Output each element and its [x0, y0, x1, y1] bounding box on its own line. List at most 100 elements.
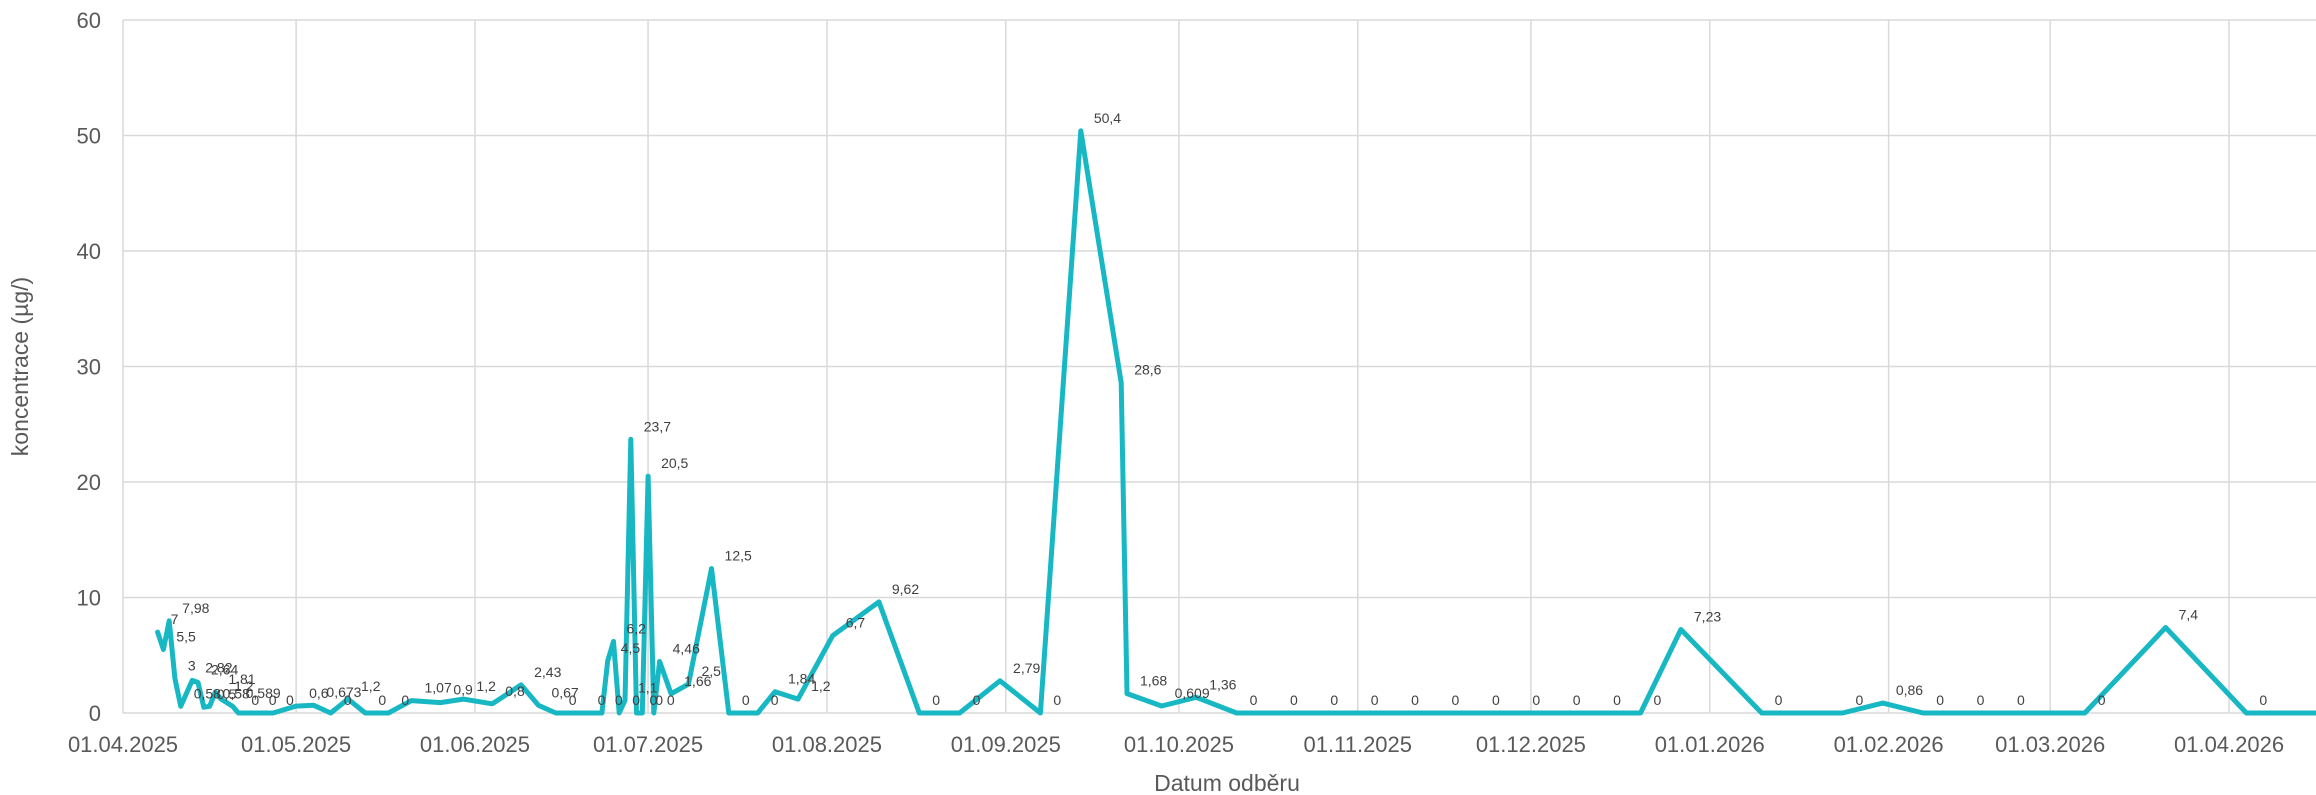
data-label: 1,2	[476, 678, 496, 694]
data-label: 2,43	[534, 664, 561, 680]
data-label: 0	[1613, 692, 1621, 708]
data-label: 0,8	[505, 683, 525, 699]
data-label: 0,6	[309, 685, 329, 701]
data-label: 0	[1452, 692, 1460, 708]
data-label: 1,2	[811, 678, 831, 694]
data-label: 1,2	[234, 678, 254, 694]
y-tick-label: 50	[77, 124, 101, 149]
data-label: 0,673	[326, 684, 361, 700]
x-tick-label: 01.07.2025	[593, 732, 703, 757]
data-label: 0	[615, 692, 623, 708]
series-layer	[155, 128, 2316, 716]
data-label: 50,4	[1094, 110, 1121, 126]
data-label: 0	[1290, 692, 1298, 708]
data-label: 0	[1250, 692, 1258, 708]
data-label: 0,58	[223, 685, 250, 701]
data-label: 0	[569, 692, 577, 708]
data-label: 0	[632, 692, 640, 708]
x-tick-label: 01.06.2025	[420, 732, 530, 757]
data-label: 20,5	[661, 455, 688, 471]
data-label: 0	[344, 692, 352, 708]
data-label: 2,5	[701, 663, 721, 679]
y-tick-label: 20	[77, 470, 101, 495]
data-label: 0,9	[453, 682, 473, 698]
data-label: 0	[2259, 692, 2267, 708]
x-tick-label: 01.04.2025	[68, 732, 178, 757]
data-label: 6,2	[626, 620, 646, 636]
data-label: 0,58	[194, 685, 221, 701]
data-label: 3	[188, 657, 196, 673]
data-label: 0	[1532, 692, 1540, 708]
y-tick-label: 10	[77, 586, 101, 611]
data-label: 7,23	[1694, 608, 1721, 624]
data-label: 0	[401, 692, 409, 708]
y-axis-ticks: 0 10 20 30 40 50 60	[77, 8, 101, 726]
data-label: 0	[655, 692, 663, 708]
data-label: 1,07	[425, 680, 452, 696]
data-label: 1,66	[684, 673, 711, 689]
x-tick-label: 01.12.2025	[1476, 732, 1586, 757]
y-tick-label: 0	[89, 701, 101, 726]
data-label: 0	[251, 692, 259, 708]
data-label: 12,5	[725, 548, 752, 564]
x-tick-label: 01.04.2026	[2174, 732, 2284, 757]
data-label: 7,98	[182, 600, 209, 616]
data-label: 0,5	[217, 686, 237, 702]
data-label: 0	[2017, 692, 2025, 708]
data-labels: 75,57,9830,582,822,640,50,581,811,20,589…	[171, 110, 2268, 708]
data-label: 0	[932, 692, 940, 708]
data-label: 1,84	[788, 671, 815, 687]
x-tick-label: 01.05.2025	[241, 732, 351, 757]
data-label: 1,68	[1140, 673, 1167, 689]
data-label: 28,6	[1134, 362, 1161, 378]
series-line	[155, 128, 2316, 716]
data-label: 0	[771, 692, 779, 708]
data-label: 0	[973, 692, 981, 708]
x-tick-label: 01.01.2026	[1655, 732, 1765, 757]
data-label: 1,1	[638, 679, 658, 695]
data-label: 7	[171, 611, 179, 627]
data-label: 6,7	[846, 615, 866, 631]
x-tick-label: 01.08.2025	[772, 732, 882, 757]
data-label: 0	[1936, 692, 1944, 708]
data-label: 0	[742, 692, 750, 708]
data-label: 0	[1371, 692, 1379, 708]
data-label: 0	[1977, 692, 1985, 708]
data-label: 7,4	[2179, 607, 2199, 623]
data-label: 0	[1330, 692, 1338, 708]
x-tick-label: 01.11.2025	[1304, 732, 1412, 757]
data-label: 0,86	[1896, 682, 1923, 698]
data-label: 2,64	[211, 662, 238, 678]
data-label: 2,82	[205, 659, 232, 675]
x-tick-label: 01.09.2025	[951, 732, 1061, 757]
data-label: 1,36	[1209, 676, 1236, 692]
data-label: 0,67	[551, 684, 578, 700]
grid	[122, 19, 2316, 714]
data-label: 0	[1573, 692, 1581, 708]
y-tick-label: 60	[77, 8, 101, 33]
data-label: 0	[1411, 692, 1419, 708]
data-label: 0	[1855, 692, 1863, 708]
x-tick-label: 01.10.2025	[1124, 732, 1234, 757]
data-label: 2,79	[1013, 660, 1040, 676]
x-axis-title: Datum odběru	[1154, 770, 1300, 795]
x-tick-label: 01.03.2026	[1995, 732, 2105, 757]
data-label: 1,2	[361, 678, 381, 694]
x-axis-ticks: 01.04.2025 01.05.2025 01.06.2025 01.07.2025…	[68, 732, 2284, 757]
data-label: 0	[269, 692, 277, 708]
data-label: 0	[667, 692, 675, 708]
data-label: 1,81	[228, 671, 255, 687]
data-label: 0	[650, 692, 658, 708]
data-label: 0	[2098, 692, 2106, 708]
data-label: 4,5	[621, 640, 641, 656]
data-label: 23,7	[644, 418, 671, 434]
data-label: 0	[598, 692, 606, 708]
data-label: 0	[1654, 692, 1662, 708]
x-tick-label: 01.02.2026	[1834, 732, 1944, 757]
data-label: 0	[1492, 692, 1500, 708]
data-label: 5,5	[176, 628, 196, 644]
data-label: 9,62	[892, 581, 919, 597]
y-tick-label: 40	[77, 239, 101, 264]
